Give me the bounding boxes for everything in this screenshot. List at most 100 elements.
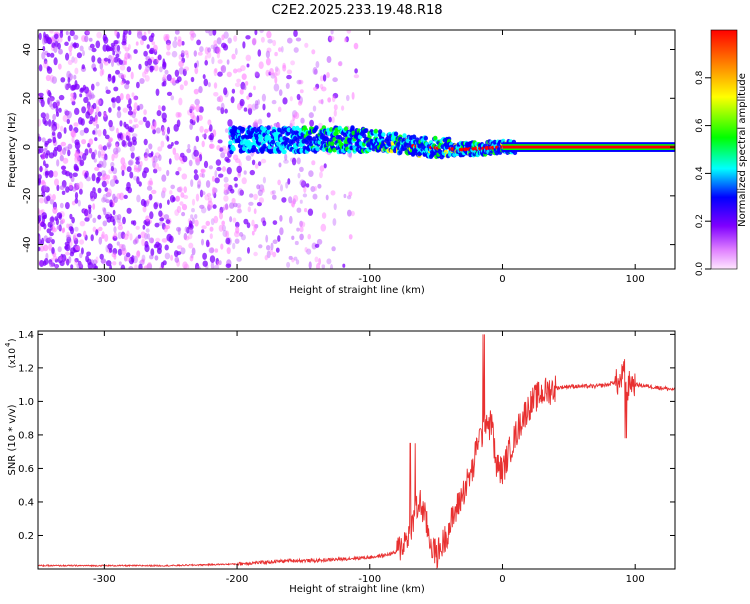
snr-data bbox=[38, 334, 675, 569]
snr-y-multiplier-exp: 4 bbox=[4, 342, 12, 347]
noise-blob bbox=[116, 241, 120, 246]
noise-blob bbox=[144, 60, 149, 67]
noise-blob bbox=[188, 220, 192, 228]
noise-blob bbox=[93, 192, 98, 200]
noise-blob bbox=[143, 265, 149, 269]
noise-blob bbox=[332, 218, 337, 226]
noise-blob bbox=[149, 254, 154, 260]
noise-blob bbox=[102, 33, 107, 42]
noise-blob bbox=[258, 244, 263, 249]
noise-blob bbox=[134, 123, 139, 129]
noise-blob bbox=[51, 37, 55, 43]
signal-blob bbox=[266, 125, 271, 131]
noise-blob bbox=[260, 36, 265, 43]
noise-blob bbox=[43, 35, 49, 44]
noise-blob bbox=[160, 261, 165, 269]
noise-blob bbox=[105, 180, 109, 185]
noise-blob bbox=[231, 53, 236, 60]
noise-blob bbox=[257, 118, 263, 125]
noise-blob bbox=[232, 154, 239, 161]
noise-blob bbox=[196, 115, 200, 123]
noise-blob bbox=[208, 143, 214, 149]
noise-blob bbox=[128, 159, 134, 166]
noise-blob bbox=[104, 233, 109, 242]
spectrogram-x-ticks: -300 -200 -100 0 100 bbox=[93, 30, 645, 285]
noise-blob bbox=[145, 215, 150, 222]
noise-blob bbox=[175, 171, 180, 176]
noise-blob bbox=[141, 238, 146, 247]
noise-blob bbox=[223, 148, 228, 154]
signal-blob bbox=[315, 146, 320, 152]
noise-blob bbox=[212, 46, 217, 54]
noise-blob bbox=[112, 235, 118, 241]
noise-blob bbox=[229, 216, 233, 223]
noise-blob bbox=[142, 116, 147, 123]
noise-blob bbox=[183, 263, 190, 269]
noise-blob bbox=[109, 199, 113, 207]
noise-blob bbox=[109, 179, 116, 187]
noise-blob bbox=[288, 255, 293, 260]
snr-x-ticks: -300 -200 -100 0 100 bbox=[93, 331, 645, 585]
noise-blob bbox=[104, 61, 109, 66]
y-tick-label: 40 bbox=[22, 43, 33, 56]
noise-blob bbox=[249, 169, 255, 176]
noise-blob bbox=[73, 74, 77, 80]
noise-blob bbox=[84, 35, 89, 43]
noise-blob bbox=[183, 66, 190, 72]
noise-blob bbox=[111, 55, 115, 64]
noise-blob bbox=[68, 182, 73, 190]
noise-blob bbox=[194, 214, 198, 219]
noise-blob bbox=[211, 186, 216, 194]
noise-blob bbox=[73, 122, 79, 127]
noise-blob bbox=[314, 243, 320, 248]
noise-blob bbox=[159, 217, 165, 222]
noise-blob bbox=[143, 167, 149, 174]
noise-blob bbox=[92, 102, 97, 110]
noise-blob bbox=[190, 76, 195, 83]
noise-blob bbox=[115, 53, 120, 58]
noise-blob bbox=[311, 160, 316, 166]
noise-blob bbox=[111, 75, 116, 84]
noise-blob bbox=[90, 94, 96, 99]
noise-blob bbox=[96, 124, 100, 129]
noise-blob bbox=[271, 99, 277, 105]
noise-blob bbox=[149, 65, 154, 73]
noise-blob bbox=[213, 92, 219, 97]
y-tick-label: -20 bbox=[22, 188, 33, 204]
noise-blob bbox=[176, 245, 183, 250]
noise-blob bbox=[289, 96, 293, 102]
noise-blob bbox=[313, 86, 318, 91]
noise-blob bbox=[225, 263, 232, 269]
noise-blob bbox=[304, 247, 308, 253]
noise-blob bbox=[166, 91, 173, 96]
noise-blob bbox=[111, 60, 114, 67]
noise-blob bbox=[113, 254, 117, 260]
noise-blob bbox=[180, 192, 185, 198]
noise-blob bbox=[319, 171, 323, 179]
noise-blob bbox=[48, 92, 52, 98]
noise-blob bbox=[161, 190, 166, 199]
noise-blob bbox=[236, 256, 242, 262]
snr-y-multiplier-close: ) bbox=[8, 338, 18, 342]
noise-blob bbox=[102, 220, 108, 227]
noise-blob bbox=[212, 30, 217, 36]
noise-blob bbox=[175, 79, 180, 84]
noise-blob bbox=[177, 112, 182, 118]
noise-blob bbox=[38, 173, 41, 179]
noise-blob bbox=[333, 203, 337, 211]
noise-blob bbox=[153, 202, 158, 210]
noise-blob bbox=[92, 203, 96, 210]
noise-blob bbox=[305, 183, 310, 188]
noise-blob bbox=[291, 157, 297, 166]
noise-blob bbox=[233, 35, 238, 42]
signal-blob bbox=[295, 138, 300, 143]
noise-blob bbox=[174, 250, 179, 258]
noise-blob bbox=[74, 258, 79, 263]
noise-blob bbox=[56, 159, 60, 167]
noise-blob bbox=[85, 30, 91, 35]
noise-blob bbox=[189, 106, 194, 112]
noise-blob bbox=[102, 156, 109, 161]
noise-blob bbox=[41, 152, 46, 161]
spectrogram-y-label: Frequency (Hz) bbox=[7, 112, 18, 188]
signal-blob bbox=[364, 128, 369, 133]
